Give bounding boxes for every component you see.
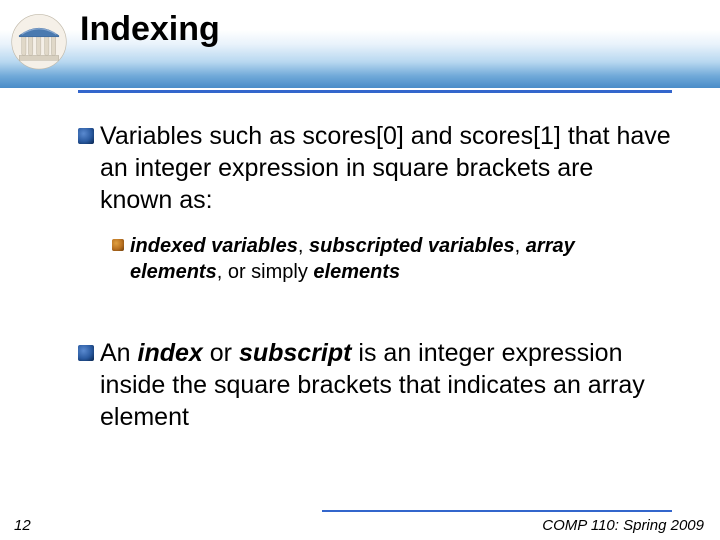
term-index: index xyxy=(138,339,203,367)
bullet-text-1: Variables such as scores[0] and scores[1… xyxy=(100,120,672,216)
bullet-item-2: An index or subscript is an integer expr… xyxy=(78,337,672,433)
unc-well-logo xyxy=(8,12,70,74)
slide-title: Indexing xyxy=(80,10,220,49)
bullet-item-1: Variables such as scores[0] and scores[1… xyxy=(78,120,672,216)
content-area: Variables such as scores[0] and scores[1… xyxy=(78,120,672,451)
title-underline xyxy=(78,90,672,93)
term-subscript: subscript xyxy=(239,339,352,367)
term-subscripted-variables: subscripted variables xyxy=(309,235,515,257)
sub-bullet-icon xyxy=(112,239,124,251)
bullet-icon xyxy=(78,128,94,144)
bullet-icon xyxy=(78,345,94,361)
sub-bullet-text: indexed variables, subscripted variables… xyxy=(130,234,672,285)
footer-underline xyxy=(322,510,672,512)
page-number: 12 xyxy=(14,517,31,534)
footer-text: COMP 110: Spring 2009 xyxy=(542,517,704,534)
bullet-text-2: An index or subscript is an integer expr… xyxy=(100,337,672,433)
spacer xyxy=(78,315,672,337)
sub-bullet-1: indexed variables, subscripted variables… xyxy=(112,234,672,285)
term-elements: elements xyxy=(313,261,400,283)
term-indexed-variables: indexed variables xyxy=(130,235,298,257)
